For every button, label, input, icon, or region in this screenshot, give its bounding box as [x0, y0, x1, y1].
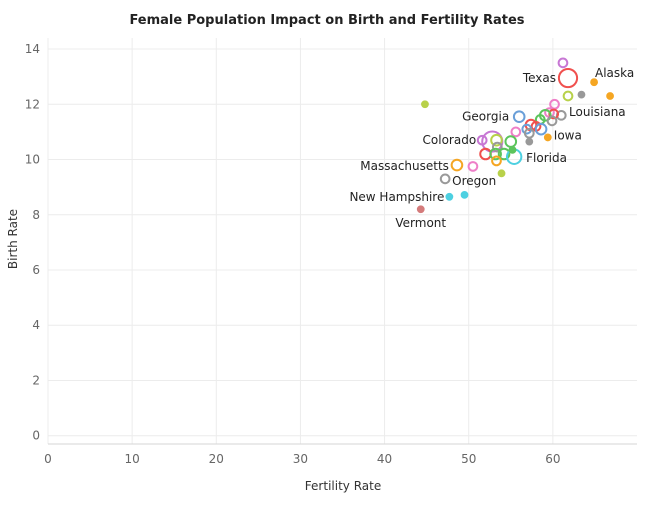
data-point	[557, 67, 579, 89]
data-point	[460, 190, 469, 199]
data-point	[490, 133, 503, 147]
data-label: Alaska	[595, 66, 634, 80]
data-point	[590, 78, 598, 87]
y-tick-label: 6	[32, 263, 40, 277]
data-label: Massachusetts	[360, 159, 449, 173]
data-point	[510, 126, 522, 138]
data-point	[497, 169, 506, 178]
data-point	[439, 173, 451, 185]
y-tick-label: 0	[32, 429, 40, 443]
data-point	[421, 100, 429, 109]
data-label: Texas	[522, 71, 556, 85]
y-tick-label: 12	[25, 97, 40, 111]
data-point	[491, 141, 503, 153]
x-tick-label: 20	[209, 452, 224, 466]
y-tick-label: 10	[25, 153, 40, 167]
data-point	[523, 127, 535, 139]
data-point	[606, 92, 614, 100]
data-label: Florida	[526, 151, 567, 165]
x-tick-label: 0	[44, 452, 52, 466]
y-axis-title: Birth Rate	[6, 208, 20, 270]
data-point	[416, 205, 425, 214]
data-point	[557, 57, 569, 69]
data-point	[491, 155, 502, 167]
data-label: Colorado	[423, 133, 477, 147]
data-point	[534, 122, 548, 136]
data-point	[548, 108, 560, 120]
data-point	[508, 145, 517, 154]
x-tick-label: 60	[545, 452, 560, 466]
data-point	[512, 110, 526, 124]
data-point	[504, 135, 518, 148]
data-point	[489, 147, 502, 161]
data-point	[450, 158, 464, 172]
data-point	[467, 161, 479, 172]
data-label: Louisiana	[569, 105, 626, 119]
data-label: Georgia	[462, 110, 509, 124]
x-tick-label: 30	[293, 452, 308, 466]
y-tick-label: 4	[32, 318, 40, 332]
data-point	[497, 147, 511, 161]
data-label: Vermont	[395, 216, 446, 230]
data-label: New Hampshire	[349, 190, 444, 204]
x-tick-label: 10	[125, 452, 140, 466]
data-point	[525, 137, 534, 146]
y-tick-label: 2	[32, 373, 40, 387]
x-axis-title: Fertility Rate	[304, 479, 382, 493]
data-point	[543, 133, 552, 142]
x-tick-label: 50	[461, 452, 476, 466]
x-tick-label: 40	[377, 452, 392, 466]
data-label: Iowa	[554, 128, 582, 142]
y-tick-label: 8	[32, 208, 40, 222]
data-point	[562, 90, 574, 102]
data-point	[445, 192, 454, 201]
chart-title: Female Population Impact on Birth and Fe…	[129, 13, 525, 28]
data-point	[546, 115, 558, 127]
y-tick-label: 14	[25, 42, 40, 56]
data-point	[577, 90, 586, 99]
data-point	[549, 98, 560, 110]
data-label: Oregon	[452, 174, 496, 188]
